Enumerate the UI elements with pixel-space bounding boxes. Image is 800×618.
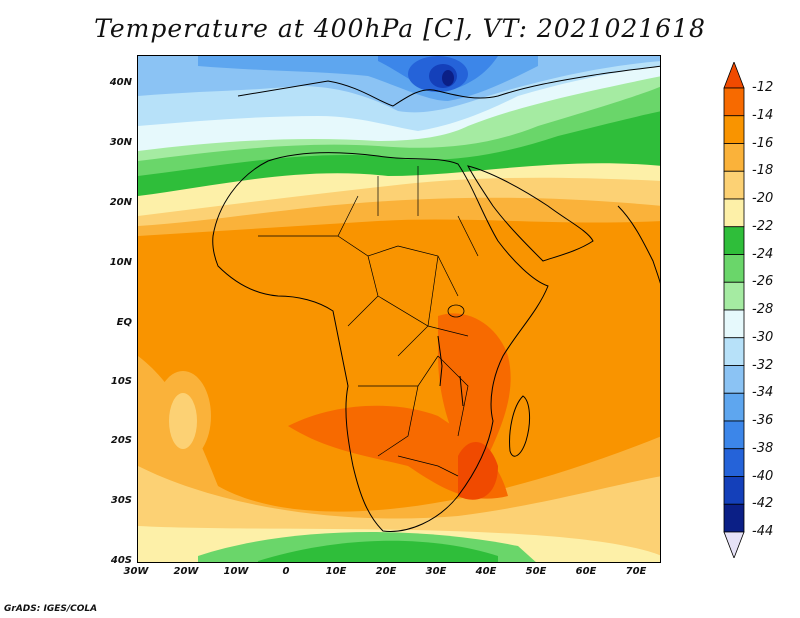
colorbar-swatch bbox=[723, 503, 745, 533]
colorbar-label: -12 bbox=[752, 80, 774, 95]
colorbar-swatch bbox=[723, 170, 745, 200]
field-hot-se bbox=[458, 442, 498, 500]
lon-label-10e: 10E bbox=[325, 566, 347, 577]
colorbar-swatch bbox=[723, 365, 745, 394]
lat-label-40s: 40S bbox=[110, 555, 132, 566]
country-borders bbox=[258, 166, 479, 477]
lake-tanganyika bbox=[437, 335, 443, 387]
lat-label-20n: 20N bbox=[109, 197, 132, 208]
lat-label-20s: 20S bbox=[110, 435, 132, 446]
colorbar-label: -32 bbox=[752, 357, 774, 373]
africa-coastline bbox=[212, 152, 549, 532]
lat-label-40n: 40N bbox=[109, 77, 132, 88]
field-south-dkgreen bbox=[258, 540, 498, 562]
lat-label-30n: 30N bbox=[109, 137, 132, 148]
colorbar-swatch bbox=[723, 281, 745, 311]
colorbar-swatch bbox=[723, 143, 745, 172]
colorbar-swatch bbox=[723, 392, 745, 422]
colorbar-label: -22 bbox=[752, 218, 774, 234]
colorbar-label: -36 bbox=[752, 413, 774, 428]
field-north-44 bbox=[442, 70, 454, 86]
colorbar-label: -42 bbox=[752, 496, 774, 512]
colorbar-label: -28 bbox=[752, 302, 774, 317]
field-hot-east bbox=[438, 313, 511, 476]
temperature-map bbox=[137, 55, 661, 563]
colorbar-label: -18 bbox=[752, 163, 774, 179]
colorbar-label: -30 bbox=[752, 329, 774, 345]
colorbar-bottom-triangle bbox=[723, 531, 745, 558]
lake-victoria bbox=[447, 304, 465, 318]
colorbar-label: -24 bbox=[752, 246, 774, 262]
colorbar-label: -38 bbox=[752, 440, 774, 456]
chart-title: Temperature at 400hPa [C], VT: 202102161… bbox=[94, 14, 706, 43]
europe-coastline bbox=[237, 65, 660, 107]
lon-label-60e: 60E bbox=[575, 566, 597, 577]
field-satl-pale bbox=[169, 393, 197, 449]
lake-malawi bbox=[459, 375, 464, 407]
colorbar-label: -44 bbox=[752, 524, 774, 539]
lon-label-70e: 70E bbox=[625, 566, 647, 577]
colorbar-swatch bbox=[723, 476, 745, 505]
colorbar-swatch bbox=[723, 254, 745, 283]
colorbar-label: -20 bbox=[752, 191, 774, 206]
colorbar-label: -26 bbox=[752, 274, 774, 290]
colorbar-swatch bbox=[723, 198, 745, 228]
colorbar-swatch bbox=[723, 87, 745, 117]
lon-label-40e: 40E bbox=[475, 566, 497, 577]
india-coastline bbox=[617, 205, 660, 284]
lon-label-10w: 10W bbox=[223, 566, 249, 577]
colorbar-swatch bbox=[723, 448, 745, 477]
lat-label-10s: 10S bbox=[110, 376, 132, 387]
colorbar-label: -34 bbox=[752, 385, 774, 401]
colorbar-swatch bbox=[723, 309, 745, 339]
lon-label-0: 0 bbox=[282, 566, 290, 577]
colorbar-label: -16 bbox=[752, 135, 774, 151]
lat-label-eq: EQ bbox=[116, 317, 132, 328]
colorbar-swatch bbox=[723, 115, 745, 144]
credit-text: GrADS: IGES/COLA bbox=[4, 604, 98, 614]
arabia-coastline bbox=[467, 165, 594, 262]
lat-label-30s: 30S bbox=[110, 495, 132, 506]
lon-label-50e: 50E bbox=[525, 566, 547, 577]
lat-label-10n: 10N bbox=[109, 257, 132, 268]
madagascar bbox=[509, 395, 531, 457]
colorbar-top-triangle bbox=[723, 62, 745, 89]
colorbar-swatch bbox=[723, 420, 745, 450]
colorbar-swatch bbox=[723, 226, 745, 255]
lon-label-20w: 20W bbox=[173, 566, 199, 577]
colorbar-swatch bbox=[723, 337, 745, 366]
lon-label-20e: 20E bbox=[375, 566, 397, 577]
colorbar-label: -14 bbox=[752, 107, 774, 123]
colorbar-label: -40 bbox=[752, 468, 774, 484]
lon-label-30e: 30E bbox=[425, 566, 447, 577]
lon-label-30w: 30W bbox=[123, 566, 149, 577]
colorbar bbox=[723, 62, 745, 558]
